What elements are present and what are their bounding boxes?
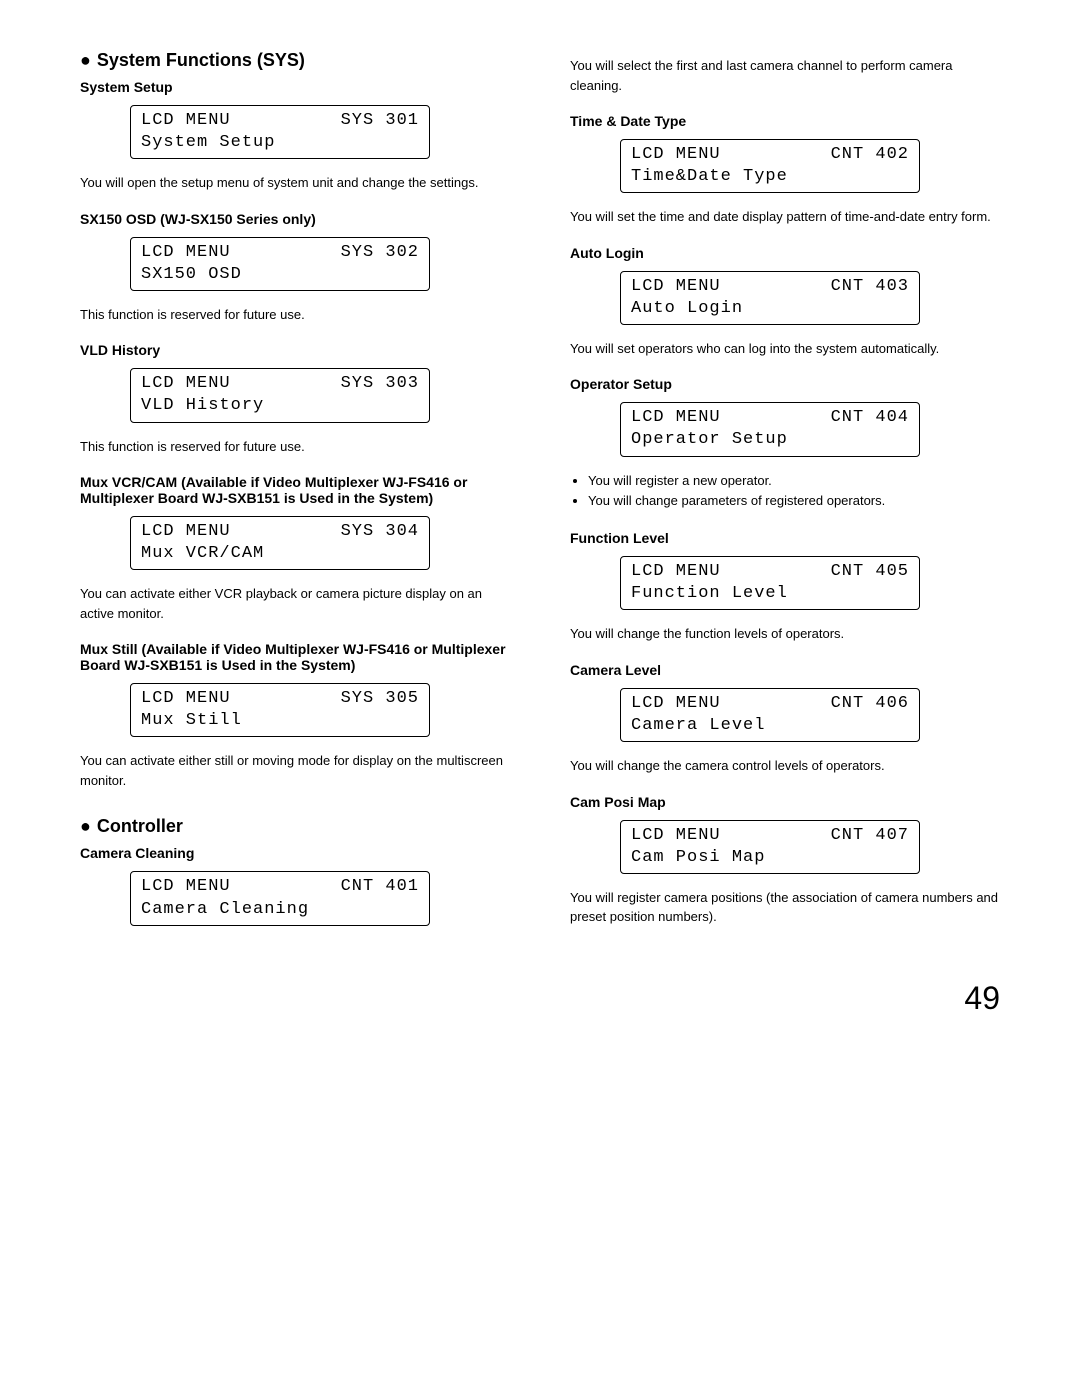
lcd-row: LCD MENU CNT 401: [141, 876, 419, 898]
lcd-cnt-404: LCD MENU CNT 404 Operator Setup: [620, 402, 920, 456]
lcd-bottom: Camera Level: [631, 715, 909, 737]
bullet-icon: ●: [80, 816, 91, 836]
lcd-cnt-403: LCD MENU CNT 403 Auto Login: [620, 271, 920, 325]
text-camera-cleaning: You will select the first and last camer…: [570, 56, 1000, 95]
lcd-cnt-402: LCD MENU CNT 402 Time&Date Type: [620, 139, 920, 193]
lcd-bottom: Cam Posi Map: [631, 847, 909, 869]
lcd-cnt-401: LCD MENU CNT 401 Camera Cleaning: [130, 871, 430, 925]
heading-sx150-osd: SX150 OSD (WJ-SX150 Series only): [80, 211, 510, 227]
lcd-top-right: CNT 402: [831, 144, 909, 166]
page-columns: ● System Functions (SYS) System Setup LCD…: [80, 50, 1000, 940]
lcd-top-right: SYS 301: [341, 110, 419, 132]
heading-mux-vcrcam: Mux VCR/CAM (Available if Video Multiple…: [80, 474, 510, 506]
text-vld-history: This function is reserved for future use…: [80, 437, 510, 457]
lcd-cnt-407: LCD MENU CNT 407 Cam Posi Map: [620, 820, 920, 874]
lcd-bottom: VLD History: [141, 395, 419, 417]
lcd-top-right: CNT 406: [831, 693, 909, 715]
heading-cam-posi-map: Cam Posi Map: [570, 794, 1000, 810]
lcd-top-left: LCD MENU: [141, 110, 231, 132]
heading-vld-history: VLD History: [80, 342, 510, 358]
bullet-icon: ●: [80, 50, 91, 70]
left-column: ● System Functions (SYS) System Setup LCD…: [80, 50, 510, 940]
text-cam-posi-map: You will register camera positions (the …: [570, 888, 1000, 927]
section-title-controller: ● Controller: [80, 816, 510, 837]
lcd-row: LCD MENU SYS 303: [141, 373, 419, 395]
lcd-bottom: Mux Still: [141, 710, 419, 732]
list-item: You will change parameters of registered…: [588, 491, 1000, 512]
lcd-bottom: Mux VCR/CAM: [141, 543, 419, 565]
lcd-sys-304: LCD MENU SYS 304 Mux VCR/CAM: [130, 516, 430, 570]
lcd-bottom: Operator Setup: [631, 429, 909, 451]
text-camera-level: You will change the camera control level…: [570, 756, 1000, 776]
lcd-row: LCD MENU SYS 301: [141, 110, 419, 132]
lcd-row: LCD MENU CNT 406: [631, 693, 909, 715]
lcd-top-left: LCD MENU: [141, 242, 231, 264]
text-system-setup: You will open the setup menu of system u…: [80, 173, 510, 193]
lcd-sys-303: LCD MENU SYS 303 VLD History: [130, 368, 430, 422]
page-number: 49: [80, 980, 1000, 1017]
heading-mux-still: Mux Still (Available if Video Multiplexe…: [80, 641, 510, 673]
lcd-bottom: Function Level: [631, 583, 909, 605]
lcd-sys-302: LCD MENU SYS 302 SX150 OSD: [130, 237, 430, 291]
lcd-row: LCD MENU CNT 402: [631, 144, 909, 166]
lcd-bottom: Camera Cleaning: [141, 899, 419, 921]
lcd-top-left: LCD MENU: [631, 561, 721, 583]
lcd-sys-305: LCD MENU SYS 305 Mux Still: [130, 683, 430, 737]
list-operator-setup: You will register a new operator. You wi…: [570, 471, 1000, 513]
lcd-top-left: LCD MENU: [631, 144, 721, 166]
lcd-cnt-406: LCD MENU CNT 406 Camera Level: [620, 688, 920, 742]
lcd-bottom: Time&Date Type: [631, 166, 909, 188]
lcd-top-left: LCD MENU: [141, 688, 231, 710]
lcd-cnt-405: LCD MENU CNT 405 Function Level: [620, 556, 920, 610]
text-time-date-type: You will set the time and date display p…: [570, 207, 1000, 227]
lcd-row: LCD MENU CNT 404: [631, 407, 909, 429]
lcd-row: LCD MENU CNT 403: [631, 276, 909, 298]
lcd-top-right: CNT 401: [341, 876, 419, 898]
text-mux-vcrcam: You can activate either VCR playback or …: [80, 584, 510, 623]
text-auto-login: You will set operators who can log into …: [570, 339, 1000, 359]
right-column: You will select the first and last camer…: [570, 50, 1000, 940]
lcd-top-left: LCD MENU: [631, 276, 721, 298]
lcd-top-left: LCD MENU: [141, 876, 231, 898]
section-title-sys: ● System Functions (SYS): [80, 50, 510, 71]
heading-time-date-type: Time & Date Type: [570, 113, 1000, 129]
lcd-top-right: SYS 302: [341, 242, 419, 264]
list-item: You will register a new operator.: [588, 471, 1000, 492]
lcd-row: LCD MENU SYS 302: [141, 242, 419, 264]
lcd-top-left: LCD MENU: [631, 825, 721, 847]
text-sx150-osd: This function is reserved for future use…: [80, 305, 510, 325]
lcd-bottom: Auto Login: [631, 298, 909, 320]
lcd-top-left: LCD MENU: [631, 407, 721, 429]
lcd-row: LCD MENU SYS 305: [141, 688, 419, 710]
lcd-top-right: CNT 403: [831, 276, 909, 298]
heading-system-setup: System Setup: [80, 79, 510, 95]
text-function-level: You will change the function levels of o…: [570, 624, 1000, 644]
heading-auto-login: Auto Login: [570, 245, 1000, 261]
lcd-top-left: LCD MENU: [631, 693, 721, 715]
lcd-sys-301: LCD MENU SYS 301 System Setup: [130, 105, 430, 159]
heading-camera-level: Camera Level: [570, 662, 1000, 678]
heading-operator-setup: Operator Setup: [570, 376, 1000, 392]
lcd-top-right: SYS 304: [341, 521, 419, 543]
lcd-top-right: CNT 405: [831, 561, 909, 583]
lcd-bottom: System Setup: [141, 132, 419, 154]
lcd-top-left: LCD MENU: [141, 521, 231, 543]
lcd-top-right: CNT 407: [831, 825, 909, 847]
lcd-bottom: SX150 OSD: [141, 264, 419, 286]
heading-camera-cleaning: Camera Cleaning: [80, 845, 510, 861]
heading-function-level: Function Level: [570, 530, 1000, 546]
lcd-row: LCD MENU CNT 407: [631, 825, 909, 847]
lcd-top-right: CNT 404: [831, 407, 909, 429]
lcd-row: LCD MENU CNT 405: [631, 561, 909, 583]
lcd-row: LCD MENU SYS 304: [141, 521, 419, 543]
lcd-top-right: SYS 303: [341, 373, 419, 395]
text-mux-still: You can activate either still or moving …: [80, 751, 510, 790]
lcd-top-right: SYS 305: [341, 688, 419, 710]
section-title-controller-text: Controller: [97, 816, 183, 836]
section-title-sys-text: System Functions (SYS): [97, 50, 305, 70]
lcd-top-left: LCD MENU: [141, 373, 231, 395]
